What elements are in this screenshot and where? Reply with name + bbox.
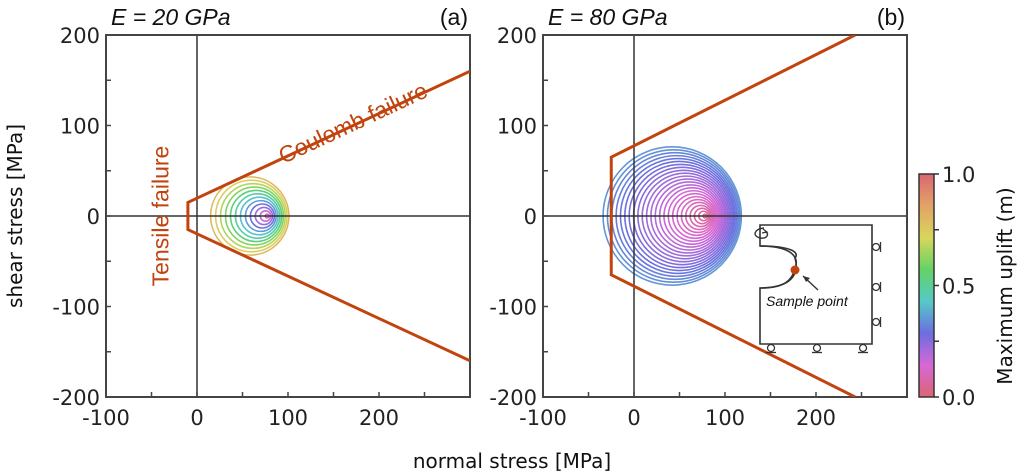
x-axis-title: normal stress [MPa]	[413, 449, 611, 473]
colorbar-gradient	[918, 173, 935, 398]
roller-icon	[871, 242, 881, 252]
x-tick-label: 200	[359, 406, 399, 430]
sample-point-marker	[790, 265, 800, 275]
y-tick-label: -200	[52, 386, 100, 410]
y-tick-label: 100	[497, 115, 537, 139]
panel-a-title: E = 20 GPa	[111, 4, 231, 30]
x-tick-label: 200	[796, 406, 836, 430]
colorbar-title: Maximum uplift (m)	[993, 187, 1017, 384]
roller-icon	[871, 282, 881, 292]
colorbar-tick-label: 0.0	[942, 386, 975, 410]
y-tick-label: -200	[489, 386, 537, 410]
y-tick-label: -100	[489, 296, 537, 320]
failure-envelope-a	[186, 69, 470, 363]
inset-domain-outline	[759, 224, 873, 345]
y-tick-label: 200	[60, 24, 100, 48]
y-tick-label: 100	[60, 115, 100, 139]
roller-icon	[871, 317, 881, 327]
colorbar-tick-label: 0.5	[942, 275, 975, 299]
y-tick-label: 0	[87, 205, 100, 229]
roller-icon	[812, 343, 822, 353]
x-tick-label: 0	[190, 406, 203, 430]
y-tick-label: 200	[497, 24, 537, 48]
inset-cavity-gap	[757, 247, 763, 287]
rotation-symmetry-icon	[754, 227, 769, 239]
roller-supports	[766, 242, 882, 354]
x-tick-label: 100	[268, 406, 308, 430]
failure-envelope-b	[609, 35, 856, 397]
x-tick-label: 0	[627, 406, 640, 430]
panel-a-label: (a)	[440, 4, 468, 30]
x-tick-label: -100	[82, 406, 130, 430]
roller-icon	[858, 343, 868, 353]
roller-icon	[766, 343, 776, 353]
y-tick-label: 0	[524, 205, 537, 229]
x-tick-label: -100	[519, 406, 567, 430]
sample-point-arrowhead-icon	[803, 276, 810, 282]
colorbar: 1.0 0.5 0.0 Maximum uplift (m)	[918, 163, 1017, 410]
panel-b-title: E = 80 GPa	[548, 4, 668, 30]
colorbar-ticks: 1.0 0.5 0.0	[934, 163, 975, 410]
y-tick-label: -100	[52, 296, 100, 320]
sample-point-label: Sample point	[766, 293, 849, 309]
rotation-arrowhead-icon	[761, 228, 769, 234]
x-tick-label: 100	[705, 406, 745, 430]
colorbar-tick-label: 1.0	[942, 163, 975, 187]
inset-schematic: Sample point	[754, 224, 882, 354]
panel-b-label: (b)	[877, 4, 905, 30]
coulomb-failure-label: Coulomb failure	[274, 77, 431, 169]
tensile-failure-label: Tensile failure	[148, 146, 174, 287]
y-axis-title: shear stress [MPa]	[3, 124, 27, 308]
